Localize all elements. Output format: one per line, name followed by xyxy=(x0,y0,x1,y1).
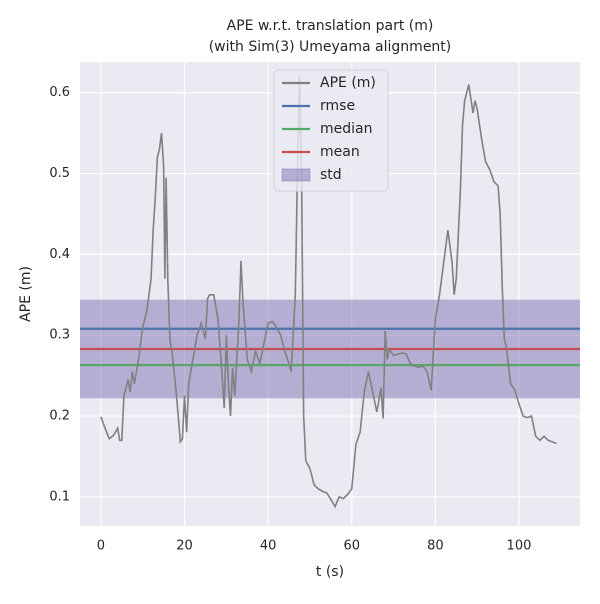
y-tick-label: 0.5 xyxy=(49,166,70,181)
y-tick-label: 0.6 xyxy=(49,85,70,100)
legend-label: mean xyxy=(320,144,360,160)
legend-label: std xyxy=(320,167,342,183)
x-tick-label: 80 xyxy=(427,539,444,554)
y-tick-label: 0.1 xyxy=(49,489,70,504)
x-tick-label: 20 xyxy=(176,539,193,554)
legend-label: APE (m) xyxy=(320,75,376,91)
x-tick-label: 0 xyxy=(97,539,105,554)
x-tick-label: 60 xyxy=(343,539,360,554)
y-tick-label: 0.2 xyxy=(49,409,70,424)
legend-label: median xyxy=(320,121,372,137)
x-tick-label: 100 xyxy=(507,539,532,554)
y-axis-label: APE (m) xyxy=(18,266,34,322)
chart-subtitle: (with Sim(3) Umeyama alignment) xyxy=(209,39,452,55)
legend-frame xyxy=(273,69,389,192)
chart-title: APE w.r.t. translation part (m) xyxy=(227,18,434,34)
y-tick-label: 0.4 xyxy=(49,247,70,262)
x-axis-label: t (s) xyxy=(316,564,344,580)
x-tick-label: 40 xyxy=(260,539,277,554)
legend-swatch xyxy=(281,168,311,182)
y-tick-label: 0.3 xyxy=(49,328,70,343)
legend-label: rmse xyxy=(320,98,355,114)
